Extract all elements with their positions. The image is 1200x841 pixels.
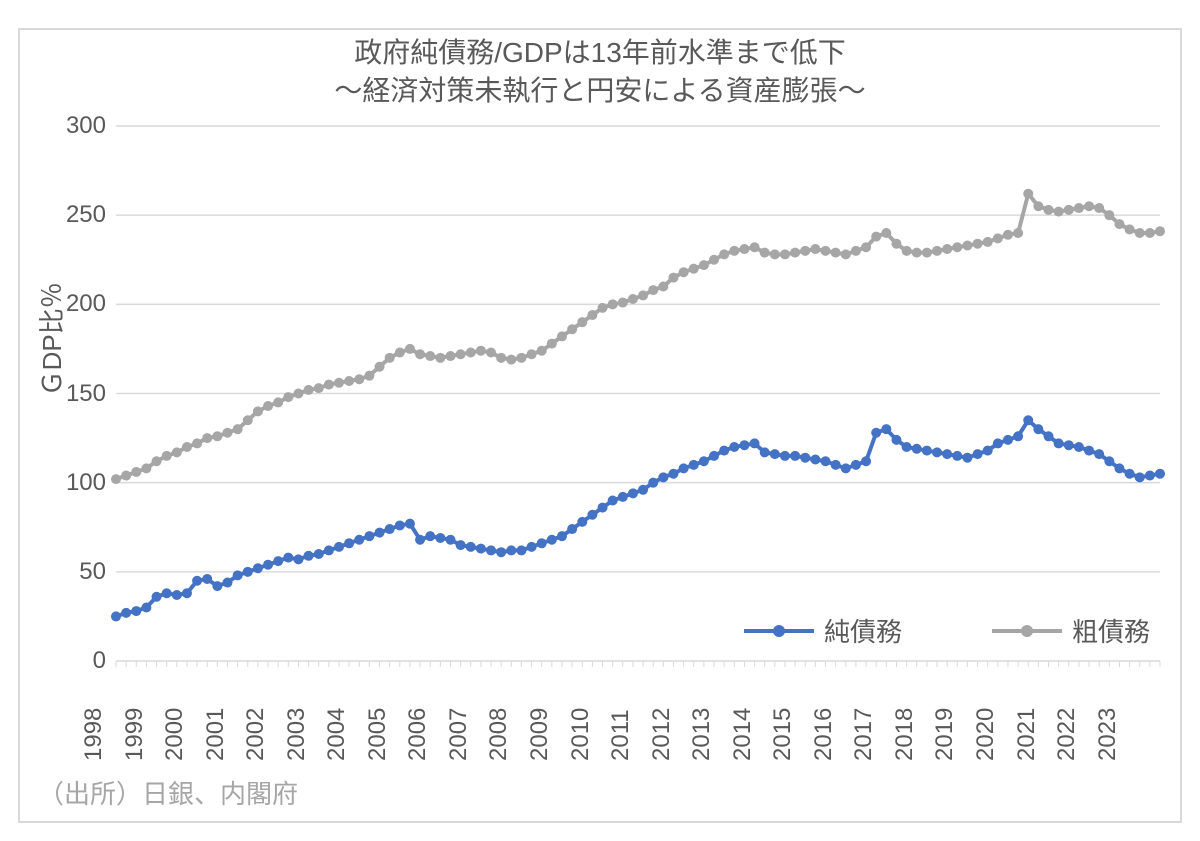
legend-swatch-net bbox=[744, 629, 814, 633]
legend: 純債務 粗債務 bbox=[744, 612, 1150, 649]
x-tick-label: 2018 bbox=[891, 708, 919, 761]
x-tick-label: 2020 bbox=[972, 708, 1000, 761]
chart-card: 政府純債務/GDPは13年前水準まで低下 ～経済対策未執行と円安による資産膨張～… bbox=[18, 28, 1182, 823]
x-tick-label: 2021 bbox=[1013, 708, 1041, 761]
y-tick-label: 50 bbox=[79, 558, 106, 586]
y-axis-label: ＧDP比％ bbox=[32, 282, 69, 396]
x-tick-label: 1998 bbox=[80, 708, 108, 761]
x-tick-label: 2009 bbox=[526, 708, 554, 761]
source-note: （出所）日銀、内閣府 bbox=[38, 774, 298, 811]
x-tick-label: 2013 bbox=[688, 708, 716, 761]
x-tick-label: 2000 bbox=[161, 708, 189, 761]
x-tick-label: 2003 bbox=[283, 708, 311, 761]
legend-item-gross: 粗債務 bbox=[992, 612, 1150, 649]
x-tick-label: 2008 bbox=[485, 708, 513, 761]
chart-title: 政府純債務/GDPは13年前水準まで低下 bbox=[20, 34, 1180, 72]
chart-subtitle: ～経済対策未執行と円安による資産膨張～ bbox=[20, 72, 1180, 110]
y-tick-label: 250 bbox=[66, 201, 106, 229]
chart-titles: 政府純債務/GDPは13年前水準まで低下 ～経済対策未執行と円安による資産膨張～ bbox=[20, 34, 1180, 110]
x-tick-label: 2002 bbox=[242, 708, 270, 761]
x-tick-label: 2015 bbox=[769, 708, 797, 761]
x-tick-label: 2019 bbox=[931, 708, 959, 761]
y-tick-label: 300 bbox=[66, 112, 106, 140]
legend-label-gross: 粗債務 bbox=[1072, 612, 1150, 649]
x-tick-label: 2010 bbox=[567, 708, 595, 761]
legend-swatch-gross bbox=[992, 629, 1062, 633]
legend-item-net: 純債務 bbox=[744, 612, 902, 649]
x-axis-ticks: 1998199920002001200220032004200520062007… bbox=[116, 661, 1160, 761]
x-tick-label: 2022 bbox=[1053, 708, 1081, 761]
legend-label-net: 純債務 bbox=[824, 612, 902, 649]
x-tick-label: 2017 bbox=[850, 708, 878, 761]
x-tick-label: 2006 bbox=[404, 708, 432, 761]
x-tick-label: 2004 bbox=[323, 708, 351, 761]
x-tick-label: 2007 bbox=[445, 708, 473, 761]
x-tick-label: 2016 bbox=[810, 708, 838, 761]
x-tick-label: 2012 bbox=[648, 708, 676, 761]
plot-area: 050100150200250300 bbox=[116, 126, 1160, 661]
x-tick-label: 2014 bbox=[729, 708, 757, 761]
y-tick-label: 200 bbox=[66, 290, 106, 318]
y-tick-label: 150 bbox=[66, 380, 106, 408]
x-tick-label: 2011 bbox=[607, 709, 635, 761]
data-series bbox=[116, 126, 1160, 661]
y-tick-label: 100 bbox=[66, 469, 106, 497]
x-tick-label: 2001 bbox=[202, 708, 230, 761]
x-tick-label: 2005 bbox=[364, 708, 392, 761]
x-tick-label: 1999 bbox=[121, 708, 149, 761]
y-tick-label: 0 bbox=[93, 647, 106, 675]
x-tick-label: 2023 bbox=[1094, 708, 1122, 761]
